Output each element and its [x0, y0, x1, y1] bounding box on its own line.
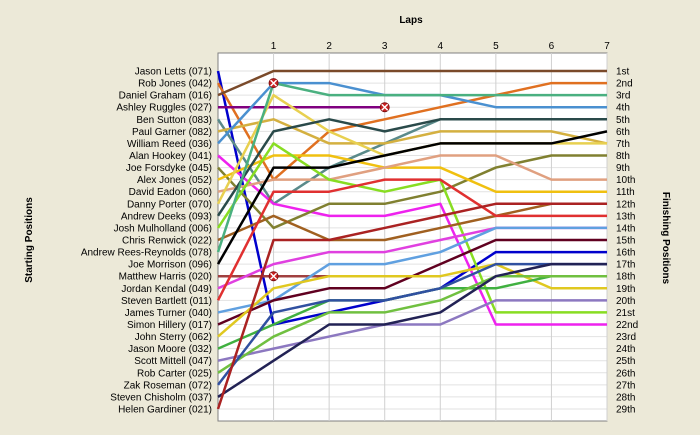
finish-label: 24th [616, 344, 635, 355]
start-label: Rob Carter (025) [137, 368, 212, 379]
finish-label: 19th [616, 284, 635, 295]
retired-marker [268, 271, 279, 282]
finish-label: 26th [616, 368, 635, 379]
start-label: Steven Chisholm (037) [110, 392, 212, 403]
finish-label: 9th [616, 163, 630, 174]
start-label: Paul Garner (082) [132, 127, 212, 138]
start-label: Jason Moore (032) [128, 344, 212, 355]
finish-label: 3rd [616, 91, 630, 102]
lap-tick-labels: 1 2 3 4 5 6 7 [271, 41, 610, 52]
finish-label: 20th [616, 296, 635, 307]
driver-line [217, 262, 607, 398]
finish-label: 7th [616, 139, 630, 150]
start-label: Rob Jones (042) [138, 79, 212, 90]
driver-line [217, 154, 607, 326]
finish-label: 28th [616, 392, 635, 403]
driver-line [217, 299, 607, 362]
finish-label: 14th [616, 223, 635, 234]
start-label: Chris Renwick (022) [122, 236, 212, 247]
retired-marker [379, 102, 390, 113]
retired-marker [268, 78, 279, 89]
driver-line [216, 142, 607, 314]
finish-label: 27th [616, 380, 635, 391]
start-label: Steven Bartlett (011) [121, 296, 212, 307]
finish-label: 4th [616, 103, 630, 114]
driver-line [217, 274, 607, 374]
driver-line [216, 178, 607, 301]
finish-label: 23rd [616, 332, 636, 343]
finish-label: 16th [616, 248, 635, 259]
start-label: Simon Hillery (017) [127, 320, 212, 331]
driver-line [216, 81, 607, 181]
driver-line [217, 262, 607, 338]
start-label: James Turner (040) [125, 308, 212, 319]
chart-title: Laps [399, 15, 423, 26]
start-label: Alex Jones (052) [137, 175, 212, 186]
lap-tick-label: 6 [549, 41, 555, 52]
finish-label: 15th [616, 236, 635, 247]
driver-line [217, 69, 607, 97]
finish-label: 17th [616, 260, 635, 271]
start-label: Scott Mittell (047) [134, 356, 212, 367]
finish-label: 18th [616, 272, 635, 283]
lap-tick-label: 1 [271, 41, 277, 52]
finish-label: 25th [616, 356, 635, 367]
finish-label: 29th [616, 405, 635, 416]
driver-line [217, 262, 607, 386]
start-label: Danny Porter (070) [127, 199, 212, 210]
finish-label: 11th [616, 187, 635, 198]
starting-position-labels: Jason Letts (071)Rob Jones (042)Daniel G… [81, 67, 212, 416]
start-label: William Reed (036) [127, 139, 212, 150]
finish-label: 2nd [616, 79, 633, 90]
lap-tick-label: 2 [326, 41, 332, 52]
finish-label: 13th [616, 211, 635, 222]
starting-positions-label: Starting Positions [24, 197, 35, 283]
start-label: Joe Forsdyke (045) [126, 163, 212, 174]
finish-label: 10th [616, 175, 635, 186]
start-label: Daniel Graham (016) [119, 91, 212, 102]
start-label: Jordan Kendal (049) [121, 284, 212, 295]
finishing-positions-label: Finishing Positions [660, 192, 671, 285]
start-label: Joe Morrison (096) [128, 260, 212, 271]
driver-line [217, 154, 607, 193]
finish-label: 5th [616, 115, 630, 126]
start-label: Ashley Ruggles (027) [116, 103, 212, 114]
start-label: Alan Hookey (041) [129, 151, 212, 162]
lap-tick-label: 3 [382, 41, 388, 52]
driver-line [216, 118, 607, 217]
lap-tick-label: 4 [438, 41, 444, 52]
start-label: Jason Letts (071) [135, 67, 212, 78]
start-label: Andrew Deeks (093) [121, 211, 212, 222]
finish-label: 1st [616, 67, 630, 78]
finish-label: 12th [616, 199, 635, 210]
start-label: David Eadon (060) [129, 187, 212, 198]
finish-label: 22nd [616, 320, 638, 331]
driver-line [217, 226, 607, 314]
start-label: Helen Gardiner (021) [118, 405, 212, 416]
retirement-markers [268, 78, 390, 282]
driver-lines [216, 69, 608, 410]
start-label: Ben Sutton (083) [136, 115, 212, 126]
driver-line [217, 118, 608, 145]
driver-line [216, 81, 607, 253]
driver-line [216, 130, 608, 265]
driver-line [217, 202, 607, 242]
start-label: Andrew Rees-Reynolds (078) [81, 248, 212, 259]
finishing-position-labels: 1st2nd3rd4th5th6th7th8th9th10th11th12th1… [616, 67, 638, 416]
start-label: Matthew Harris (020) [119, 272, 212, 283]
driver-line [216, 202, 607, 410]
finish-label: 8th [616, 151, 630, 162]
finish-label: 6th [616, 127, 630, 138]
start-label: John Sterry (062) [135, 332, 212, 343]
lap-tick-label: 7 [604, 41, 610, 52]
driver-line [217, 154, 607, 193]
start-label: Josh Mulholland (006) [114, 223, 212, 234]
start-label: Zak Roseman (072) [124, 380, 212, 391]
lap-tick-label: 5 [493, 41, 499, 52]
finish-label: 21st [616, 308, 635, 319]
driver-line [217, 154, 607, 230]
